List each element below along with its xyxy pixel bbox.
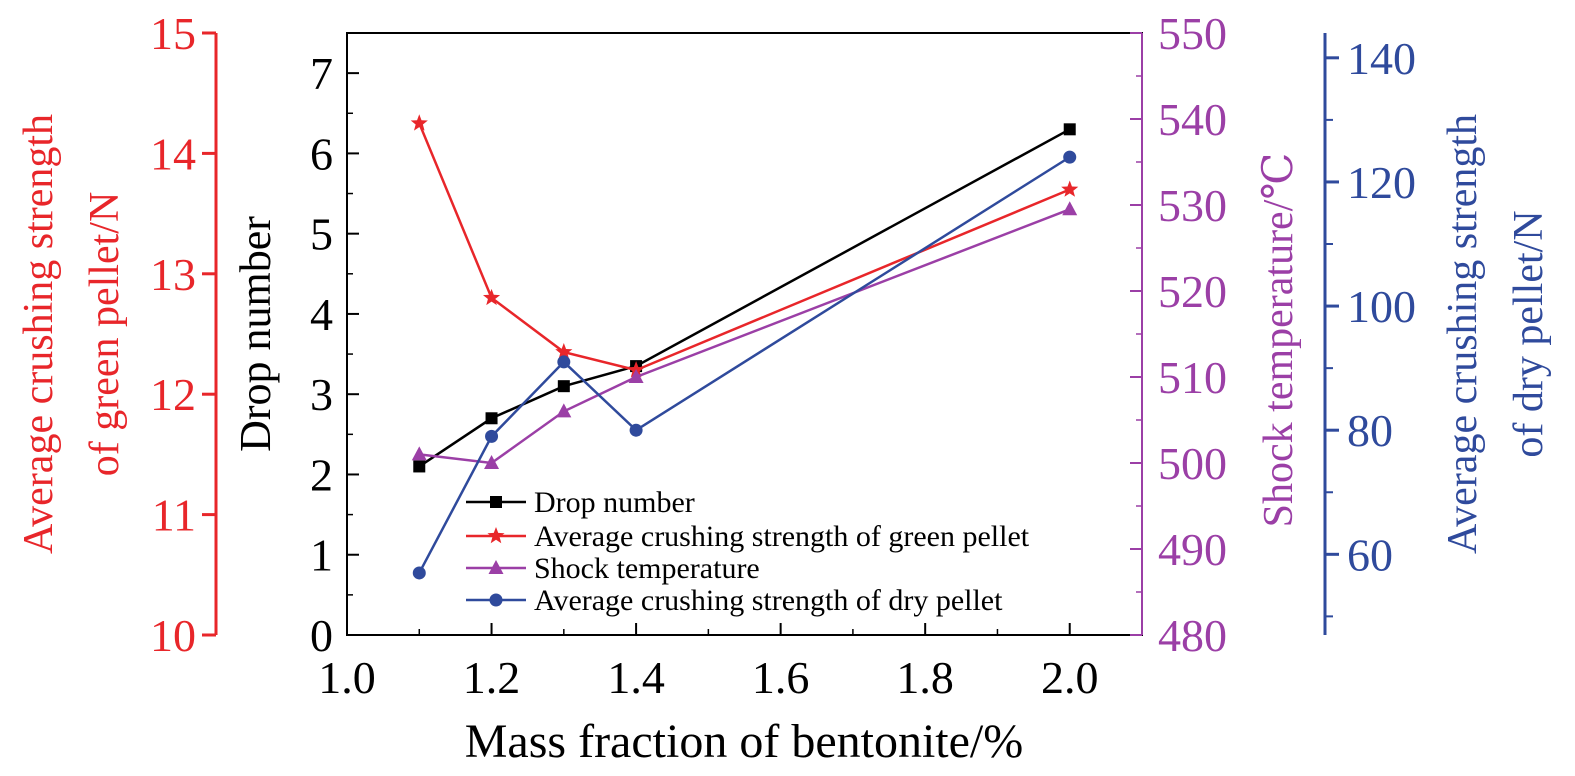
- drop-axis-title: Drop number: [231, 216, 280, 452]
- green-tick-label: 14: [150, 128, 196, 179]
- shock-tick-label: 520: [1158, 266, 1227, 317]
- legend-label-green-strength: Average crushing strength of green pelle…: [534, 520, 1030, 553]
- legend-item-drop-number: Drop number: [466, 486, 695, 519]
- legend-label-drop-number: Drop number: [534, 486, 695, 519]
- drop-tick-label: 0: [310, 610, 333, 661]
- green-tick-label: 13: [150, 249, 196, 300]
- legend-sample-green: [466, 527, 526, 544]
- data-point-green: [482, 288, 501, 306]
- x-tick-label: 1.8: [896, 652, 954, 703]
- data-point-drop: [557, 380, 570, 393]
- series-shock: [411, 201, 1078, 469]
- shock-tick-label: 550: [1158, 8, 1227, 59]
- data-point-drop: [485, 412, 498, 425]
- legend: Drop number Average crushing strength of…: [466, 486, 1030, 617]
- data-point-dry: [1063, 150, 1077, 164]
- drop-tick-label: 1: [310, 530, 333, 581]
- green-tick-label: 10: [150, 610, 196, 661]
- series-dry: [412, 150, 1077, 580]
- green-tick-label: 15: [150, 8, 196, 59]
- data-point-drop: [413, 460, 426, 473]
- legend-sample-shock: [466, 560, 526, 574]
- dry-axis-title-line2: of dry pellet/N: [1506, 210, 1552, 457]
- drop-tick-label: 7: [310, 48, 333, 99]
- dry-axis-title-line1: Average crushing strength: [1440, 114, 1486, 554]
- data-point-shock: [484, 455, 500, 469]
- x-axis-title: Mass fraction of bentonite/%: [465, 715, 1024, 768]
- dry-tick-label: 120: [1347, 157, 1416, 208]
- shock-tick-label: 510: [1158, 352, 1227, 403]
- x-tick-label: 1.2: [463, 652, 521, 703]
- shock-tick-label: 500: [1158, 438, 1227, 489]
- drop-tick-label: 4: [310, 289, 333, 340]
- green-axis-title-line2: of green pellet/N: [82, 192, 128, 477]
- data-point-green: [410, 114, 428, 131]
- legend-item-dry-strength: Average crushing strength of dry pellet: [466, 584, 1003, 617]
- shock-tick-label: 530: [1158, 180, 1227, 231]
- data-point-dry: [412, 566, 426, 580]
- legend-marker-shock: [488, 560, 504, 574]
- series-drop: [413, 123, 1076, 473]
- legend-item-shock-temperature: Shock temperature: [466, 552, 760, 585]
- shock-tick-label: 540: [1158, 94, 1227, 145]
- shock-tick-label: 490: [1158, 524, 1227, 575]
- x-tick-label: 1.6: [752, 652, 810, 703]
- green-tick-label: 12: [150, 369, 196, 420]
- data-point-drop: [1063, 123, 1076, 136]
- x-tick-label: 1.0: [318, 652, 376, 703]
- legend-marker-drop: [490, 496, 502, 508]
- drop-tick-label: 2: [310, 449, 333, 500]
- data-point-shock: [628, 369, 644, 383]
- x-tick-label: 2.0: [1041, 652, 1099, 703]
- legend-label-shock-temperature: Shock temperature: [534, 552, 760, 585]
- legend-marker-dry: [489, 593, 503, 607]
- series-line-dry: [418, 156, 1071, 574]
- shock-tick-label: 480: [1158, 610, 1227, 661]
- data-point-dry: [629, 423, 643, 437]
- drop-tick-label: 6: [310, 128, 333, 179]
- legend-item-green-strength: Average crushing strength of green pelle…: [466, 520, 1030, 553]
- dry-tick-label: 100: [1347, 281, 1416, 332]
- data-point-green: [1061, 180, 1079, 197]
- legend-label-dry-strength: Average crushing strength of dry pellet: [534, 584, 1003, 617]
- green-tick-label: 11: [152, 490, 196, 541]
- data-point-shock: [411, 446, 427, 461]
- x-tick-label: 1.4: [607, 652, 665, 703]
- series-line-drop: [418, 128, 1071, 468]
- series-line-shock: [419, 208, 1071, 465]
- data-point-shock: [1062, 201, 1078, 216]
- green-axis-title-line1: Average crushing strength: [16, 114, 62, 554]
- data-point-dry: [557, 355, 571, 369]
- dry-tick-label: 60: [1347, 529, 1393, 580]
- data-point-dry: [485, 429, 499, 443]
- ticks-layer: [202, 31, 1339, 637]
- tick-labels-layer: 1.0 1.2 1.4 1.6 1.8 2.00123456710111213141548…: [150, 8, 1416, 703]
- shock-axis-title: Shock temperature/℃: [1256, 153, 1302, 528]
- drop-tick-label: 3: [310, 369, 333, 420]
- legend-sample-drop: [466, 496, 526, 508]
- series-layer: [410, 114, 1079, 580]
- legend-marker-green: [487, 527, 505, 544]
- legend-sample-dry: [466, 593, 526, 607]
- data-point-green: [555, 343, 573, 360]
- drop-tick-label: 5: [310, 209, 333, 260]
- dry-tick-label: 140: [1347, 33, 1416, 84]
- data-point-shock: [556, 403, 572, 418]
- dry-tick-label: 80: [1347, 405, 1393, 456]
